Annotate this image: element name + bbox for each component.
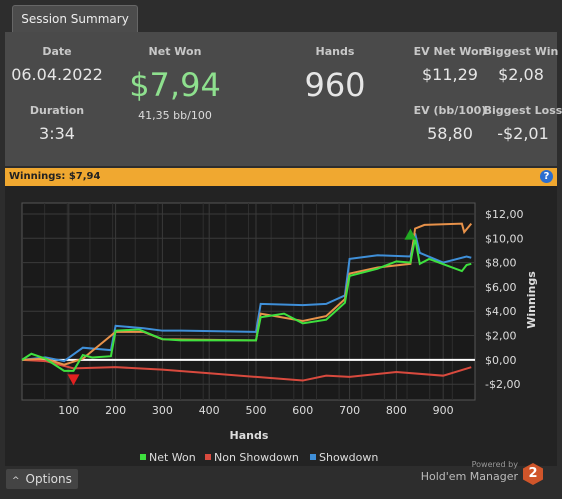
label: Date [42,45,72,58]
y-axis-title: Winnings [525,271,538,329]
value: 58,80 [427,124,473,143]
label: Hands [315,45,355,58]
x-tick-label: 500 [245,404,266,417]
legend-label: Showdown [319,451,378,464]
brand-logo: 2 [523,463,543,485]
winnings-bar: Winnings: $7,94 ? [5,168,557,186]
legend-label: Non Showdown [214,451,299,464]
label: Biggest Loss [483,104,562,117]
x-tick-label: 600 [292,404,313,417]
bb100: 41,35 bb/100 [138,109,212,122]
y-tick-label: $12,00 [485,208,524,221]
extreme-marker [67,374,80,386]
y-tick-label: -$2,00 [485,378,520,391]
y-tick-label: $6,00 [485,281,517,294]
value: $11,29 [422,65,478,84]
value: -$2,01 [497,124,549,143]
brand-name: Hold'em Manager [420,470,518,483]
options-button[interactable]: ^ Options [6,469,78,489]
y-tick-label: $4,00 [485,305,517,318]
help-icon[interactable]: ? [540,170,553,183]
hands: 960 [304,66,366,104]
tab[interactable]: Session Summary [12,5,138,33]
y-tick-label: $10,00 [485,232,524,245]
legend-label: Net Won [149,451,196,464]
legend-label: All-In EV [149,465,195,466]
series-line [21,233,472,363]
chart: Hands Winnings 100 200 300 400 500 600 700 800 9… [5,186,557,466]
legend-swatch [140,454,146,460]
label: Biggest Win [483,45,559,58]
net-won: $7,94 [129,66,221,104]
x-tick-label: 800 [386,404,407,417]
y-tick-label: $2,00 [485,330,517,343]
series-line [21,358,472,382]
footer [5,466,557,499]
label: Winnings: [9,171,66,182]
label: Duration [29,104,85,117]
x-tick-label: 900 [433,404,454,417]
x-tick-label: 300 [152,404,173,417]
value: $2,08 [498,65,544,84]
series-line [21,222,473,366]
value: 3:34 [39,124,75,143]
x-tick-label: 100 [58,404,79,417]
options-label: Options [25,472,72,486]
x-tick-label: 400 [199,404,220,417]
value: $7,94 [68,171,101,182]
powered-by: Powered by [471,460,518,469]
x-tick-label: 700 [339,404,360,417]
summary-panel: Date 06.04.2022 Duration 3:34 Net Won $7… [5,32,562,166]
label: Net Won [148,45,202,58]
extreme-marker [404,228,417,240]
x-tick-label: 200 [105,404,126,417]
y-tick-label: $0,00 [485,354,517,367]
legend-swatch [310,454,316,460]
x-axis-title: Hands [230,429,269,442]
y-tick-label: $8,00 [485,257,517,270]
value: 06.04.2022 [11,65,103,84]
label: EV Net Won [413,45,487,58]
legend-swatch [205,454,211,460]
label: EV (bb/100) [413,104,487,117]
series-line [21,238,472,372]
